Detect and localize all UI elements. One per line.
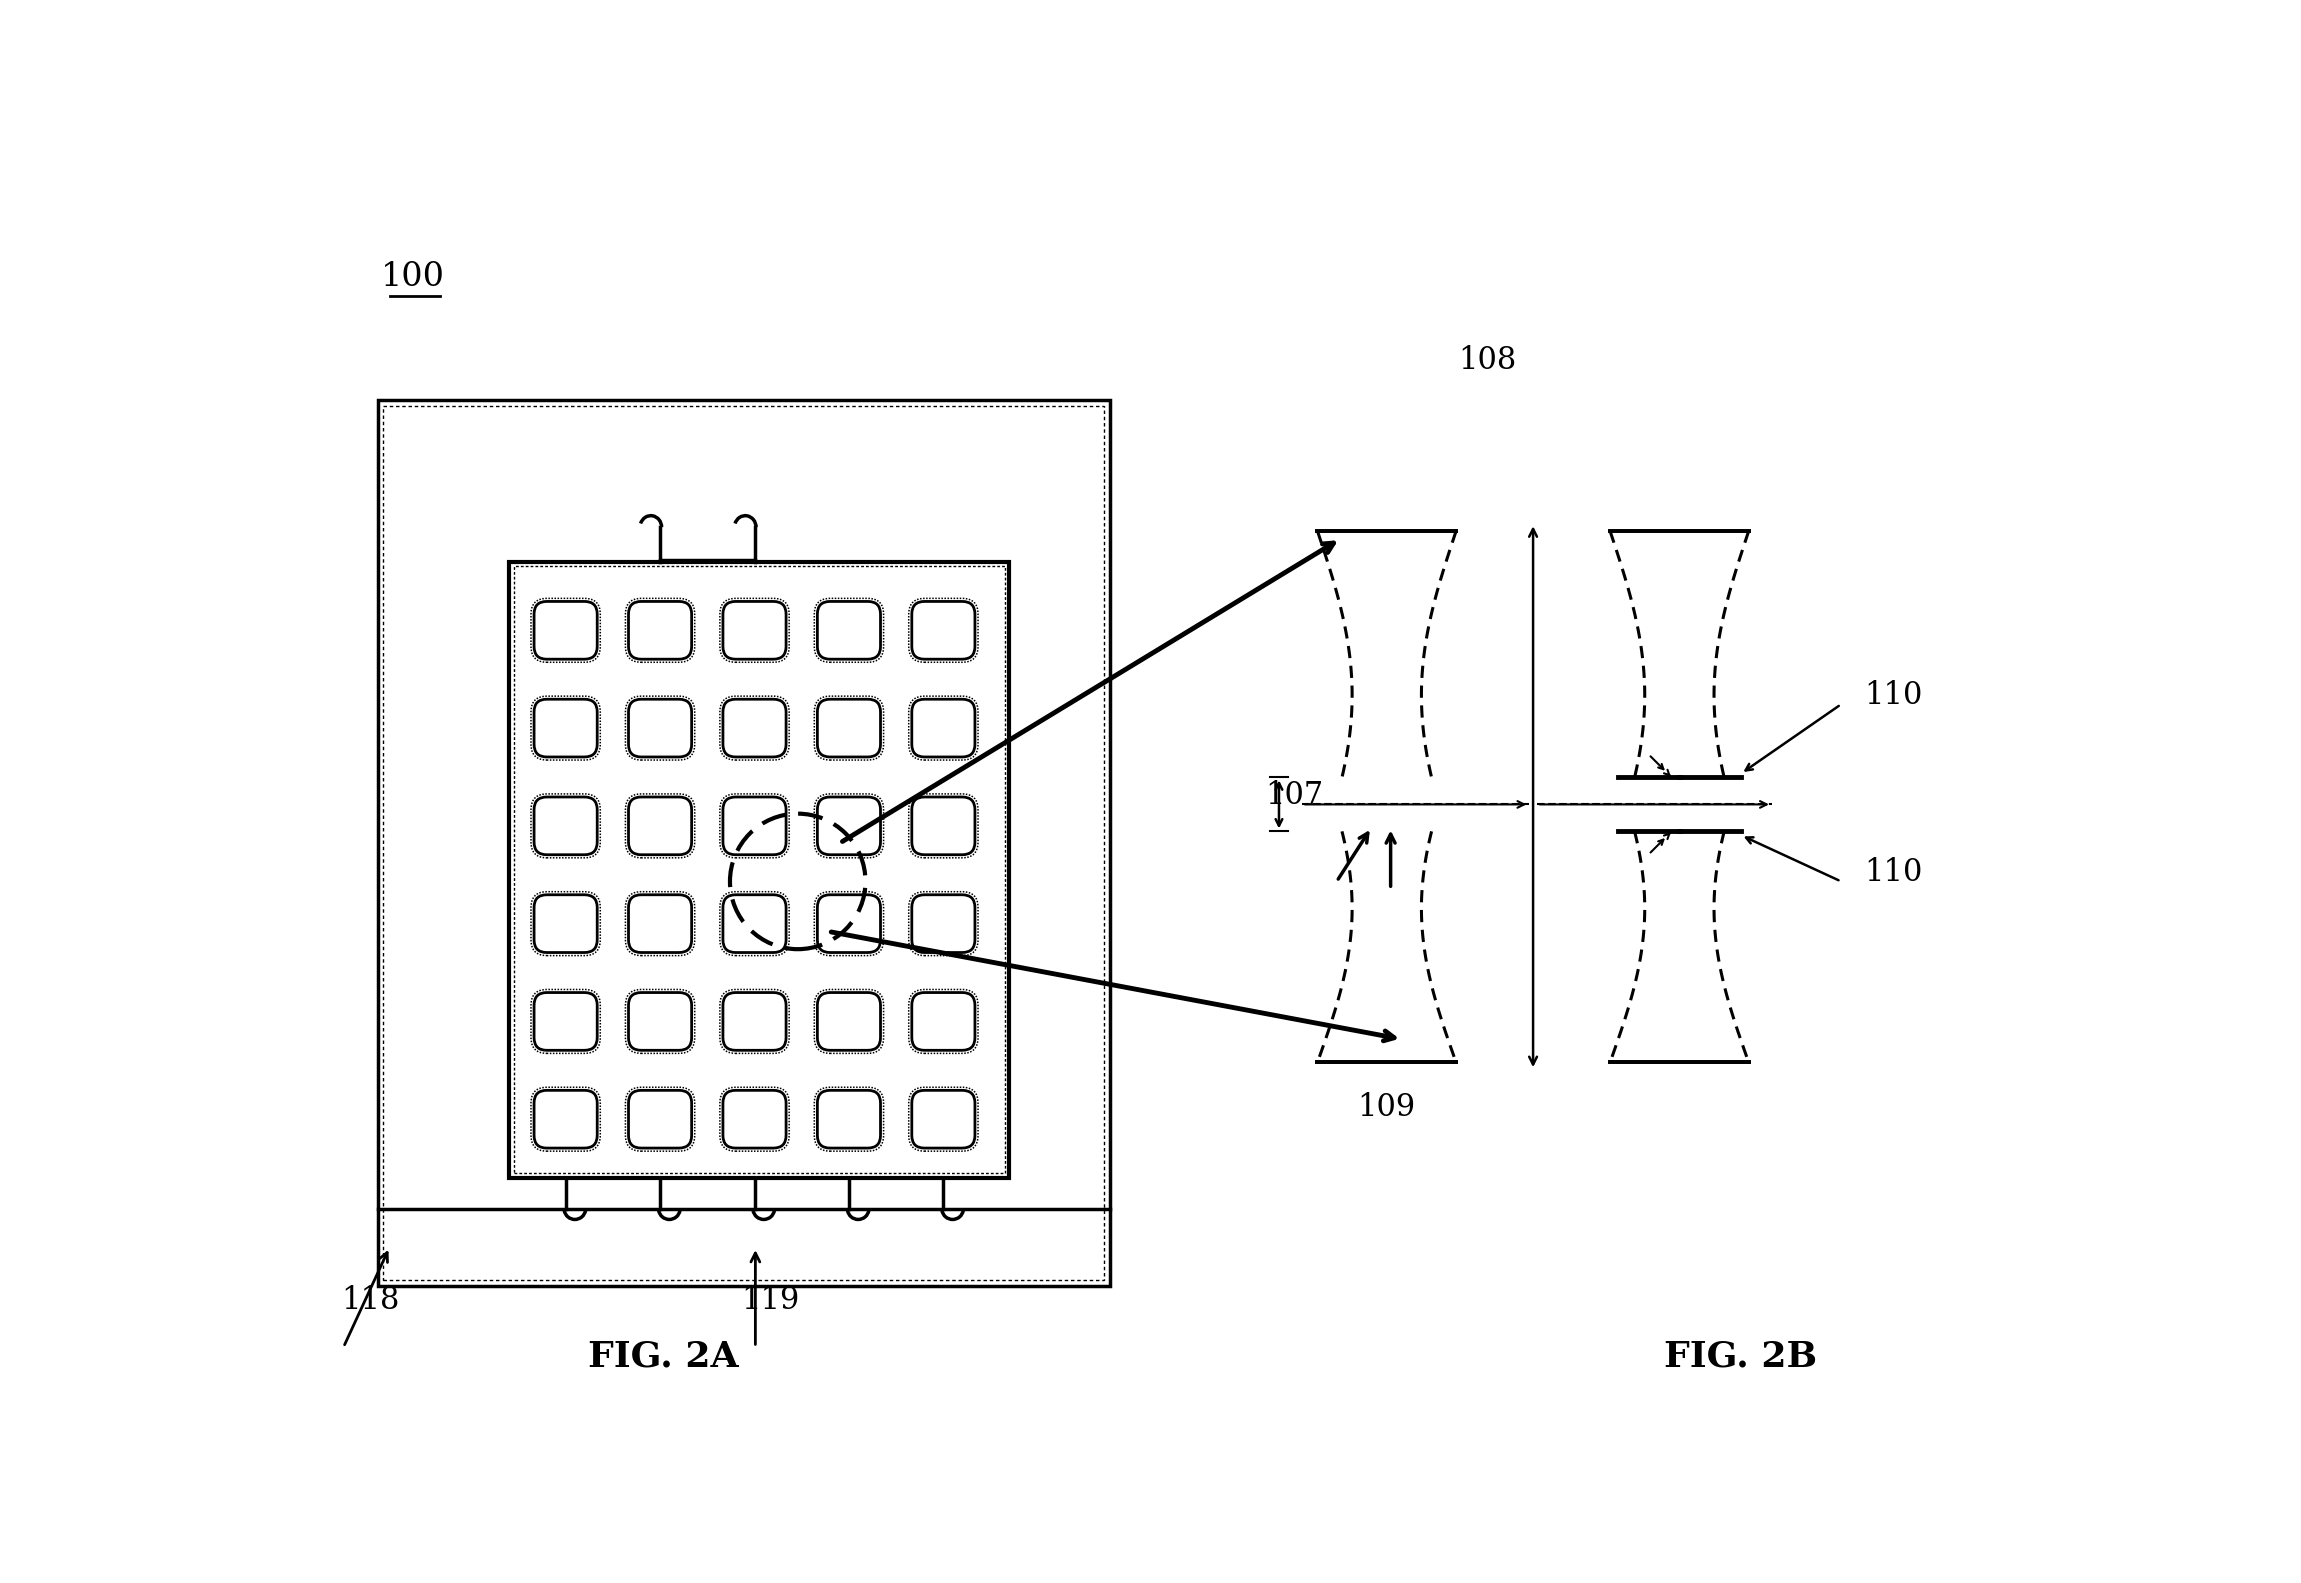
FancyBboxPatch shape	[628, 602, 693, 659]
FancyBboxPatch shape	[817, 602, 881, 659]
FancyBboxPatch shape	[723, 602, 787, 659]
FancyBboxPatch shape	[628, 894, 693, 953]
FancyBboxPatch shape	[534, 1091, 598, 1148]
Text: 100: 100	[380, 261, 444, 293]
FancyBboxPatch shape	[723, 700, 787, 757]
FancyBboxPatch shape	[817, 700, 881, 757]
Text: 119: 119	[741, 1285, 801, 1315]
FancyBboxPatch shape	[628, 796, 693, 855]
FancyBboxPatch shape	[628, 700, 693, 757]
FancyBboxPatch shape	[723, 796, 787, 855]
Text: 110: 110	[1864, 681, 1924, 711]
Text: 108: 108	[1459, 345, 1516, 377]
FancyBboxPatch shape	[911, 796, 976, 855]
FancyBboxPatch shape	[723, 894, 787, 953]
Bar	[513, 567, 1006, 1173]
Bar	[384, 405, 1104, 1281]
FancyBboxPatch shape	[628, 1091, 693, 1148]
FancyBboxPatch shape	[723, 1091, 787, 1148]
FancyBboxPatch shape	[534, 796, 598, 855]
FancyBboxPatch shape	[817, 993, 881, 1050]
Bar	[509, 562, 1010, 1178]
Text: 110: 110	[1864, 858, 1924, 888]
Text: FIG. 2B: FIG. 2B	[1664, 1339, 1818, 1374]
FancyBboxPatch shape	[911, 700, 976, 757]
Text: 109: 109	[1358, 1092, 1415, 1124]
Text: 118: 118	[341, 1285, 400, 1315]
FancyBboxPatch shape	[817, 894, 881, 953]
FancyBboxPatch shape	[911, 894, 976, 953]
FancyBboxPatch shape	[534, 700, 598, 757]
FancyBboxPatch shape	[911, 1091, 976, 1148]
FancyBboxPatch shape	[911, 602, 976, 659]
FancyBboxPatch shape	[534, 602, 598, 659]
FancyBboxPatch shape	[817, 1091, 881, 1148]
FancyBboxPatch shape	[534, 894, 598, 953]
Text: FIG. 2A: FIG. 2A	[587, 1339, 739, 1374]
Text: 107: 107	[1266, 780, 1323, 812]
FancyBboxPatch shape	[534, 993, 598, 1050]
FancyBboxPatch shape	[723, 993, 787, 1050]
FancyBboxPatch shape	[628, 993, 693, 1050]
Bar	[377, 400, 1109, 1285]
FancyBboxPatch shape	[911, 993, 976, 1050]
FancyBboxPatch shape	[817, 796, 881, 855]
